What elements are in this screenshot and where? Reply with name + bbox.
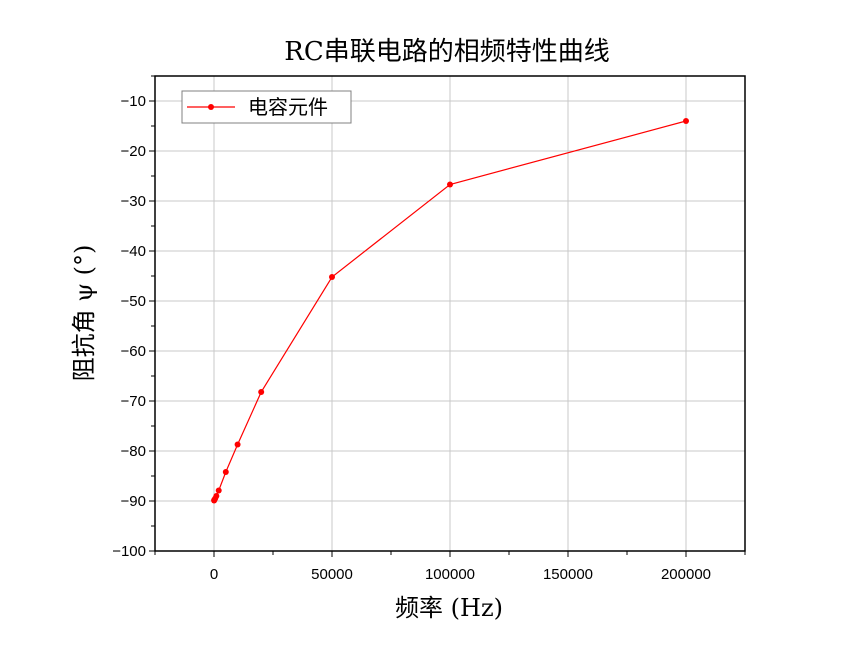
data-point [447, 181, 453, 188]
data-point [213, 493, 220, 499]
x-axis-label: 频率 (Hz) [395, 594, 503, 622]
data-point [222, 469, 229, 475]
x-tick-label: 150000 [543, 566, 593, 583]
legend-marker [208, 104, 214, 110]
x-tick-label: 200000 [661, 566, 711, 583]
x-tick-label: 50000 [311, 566, 353, 583]
y-tick-label: −60 [121, 343, 146, 360]
x-tick-label: 100000 [425, 566, 475, 583]
x-tick-label: 0 [210, 566, 218, 583]
y-tick-label: −100 [112, 543, 146, 560]
legend: 电容元件 [181, 90, 352, 124]
y-tick-label: −70 [121, 393, 146, 410]
y-axis-ticks: −100 −90 −80 −70 −60 −50 −40 −30 −20 −10 [112, 75, 155, 560]
y-tick-label: −50 [121, 293, 146, 310]
chart-title: RC串联电路的相频特性曲线 [284, 37, 609, 67]
grid [155, 76, 745, 552]
y-tick-label: −80 [121, 443, 146, 460]
y-tick-label: −10 [121, 93, 146, 110]
y-tick-label: −90 [121, 493, 146, 510]
data-point [329, 274, 335, 280]
data-point [258, 389, 265, 395]
y-tick-label: −40 [121, 243, 146, 260]
y-tick-label: −20 [121, 143, 146, 160]
y-axis-label: 阻抗角 ψ (°) [70, 245, 98, 382]
series-layer [211, 118, 689, 504]
x-axis-ticks: 0 50000 100000 150000 200000 [154, 551, 746, 583]
data-point [234, 441, 241, 448]
y-tick-label: −30 [121, 193, 146, 210]
data-point [215, 487, 222, 494]
legend-label: 电容元件 [248, 95, 328, 119]
data-point [683, 118, 689, 124]
